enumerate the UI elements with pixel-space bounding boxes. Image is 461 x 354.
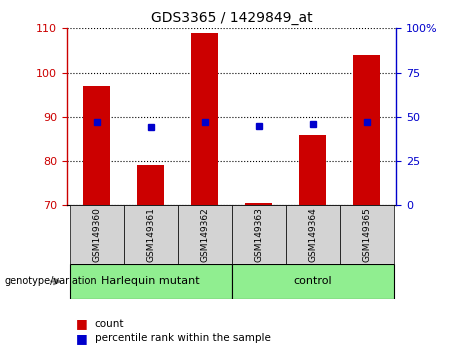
Text: Harlequin mutant: Harlequin mutant: [101, 276, 200, 286]
Text: GSM149362: GSM149362: [200, 207, 209, 262]
Text: count: count: [95, 319, 124, 329]
Bar: [137, 165, 164, 205]
Text: GSM149360: GSM149360: [92, 207, 101, 262]
Text: ■: ■: [76, 332, 88, 344]
Text: GSM149363: GSM149363: [254, 207, 263, 262]
Bar: [177, 205, 231, 264]
Bar: [353, 55, 380, 205]
Text: control: control: [293, 276, 332, 286]
Bar: [83, 86, 110, 205]
Bar: [70, 264, 231, 299]
Bar: [124, 205, 177, 264]
Bar: [245, 203, 272, 205]
Bar: [231, 264, 394, 299]
Text: GSM149365: GSM149365: [362, 207, 371, 262]
Bar: [70, 205, 124, 264]
Text: ■: ■: [76, 318, 88, 330]
Text: genotype/variation: genotype/variation: [5, 276, 97, 286]
Title: GDS3365 / 1429849_at: GDS3365 / 1429849_at: [151, 11, 313, 24]
Text: GSM149364: GSM149364: [308, 207, 317, 262]
Bar: [191, 33, 218, 205]
Text: GSM149361: GSM149361: [146, 207, 155, 262]
Bar: [299, 135, 326, 205]
Bar: [231, 205, 286, 264]
Bar: [340, 205, 394, 264]
Text: percentile rank within the sample: percentile rank within the sample: [95, 333, 271, 343]
Bar: [286, 205, 340, 264]
